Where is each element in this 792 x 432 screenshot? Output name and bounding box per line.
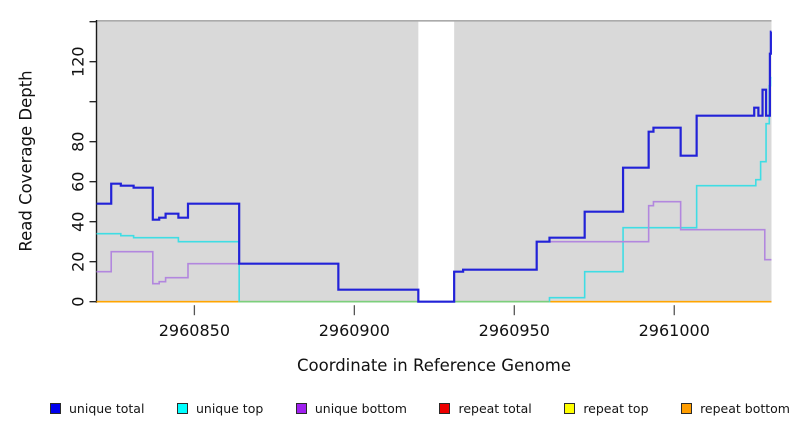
legend-item-unique-top: unique top	[176, 400, 264, 416]
legend-item-unique-bottom: unique bottom	[295, 400, 407, 416]
y-axis-tick-label: 60	[69, 172, 88, 192]
legend-label: repeat bottom	[700, 400, 790, 416]
y-axis-title: Read Coverage Depth	[16, 70, 36, 252]
legend-item-repeat-top: repeat top	[564, 400, 649, 416]
coverage-gap-band	[418, 21, 455, 303]
series-unique-top-line	[96, 76, 772, 303]
legend-swatch-unique-total	[50, 402, 61, 414]
coverage-chart-canvas: 0 20 40 60 80 120 2960850 2960900 2960950 2961000	[69, 19, 772, 340]
legend-swatch-unique-top	[176, 402, 188, 414]
legend-label: unique top	[195, 400, 264, 416]
legend-item-repeat-total: repeat total	[439, 400, 532, 416]
legend-swatch-repeat-top	[564, 402, 576, 414]
legend-label: unique bottom	[314, 400, 407, 416]
series-unique-total-line	[96, 30, 772, 303]
x-axis-tick-label: 2960850	[159, 321, 230, 340]
x-axis-title: Coordinate in Reference Genome	[296, 356, 572, 375]
y-axis-tick-label: 20	[69, 252, 88, 272]
chart-legend: unique total unique top unique bottom repea…	[50, 398, 790, 418]
legend-label: repeat total	[458, 400, 532, 416]
legend-item-unique-total: unique total	[50, 401, 144, 416]
x-axis-tick-label: 2961000	[639, 321, 710, 340]
x-axis-tick-label: 2960900	[319, 321, 390, 340]
y-axis-tick-label: 120	[69, 46, 88, 77]
y-axis-tick-label: 0	[69, 297, 88, 307]
y-axis-tick-label: 40	[69, 212, 88, 232]
legend-swatch-repeat-total	[439, 402, 451, 414]
legend-swatch-repeat-bottom	[681, 402, 693, 414]
legend-label: unique total	[69, 400, 145, 416]
legend-label: repeat top	[583, 400, 649, 416]
legend-item-repeat-bottom: repeat bottom	[681, 401, 790, 416]
y-axis-tick-label: 80	[69, 132, 88, 152]
legend-swatch-unique-bottom	[295, 402, 307, 414]
x-axis-tick-label: 2960950	[479, 321, 550, 340]
